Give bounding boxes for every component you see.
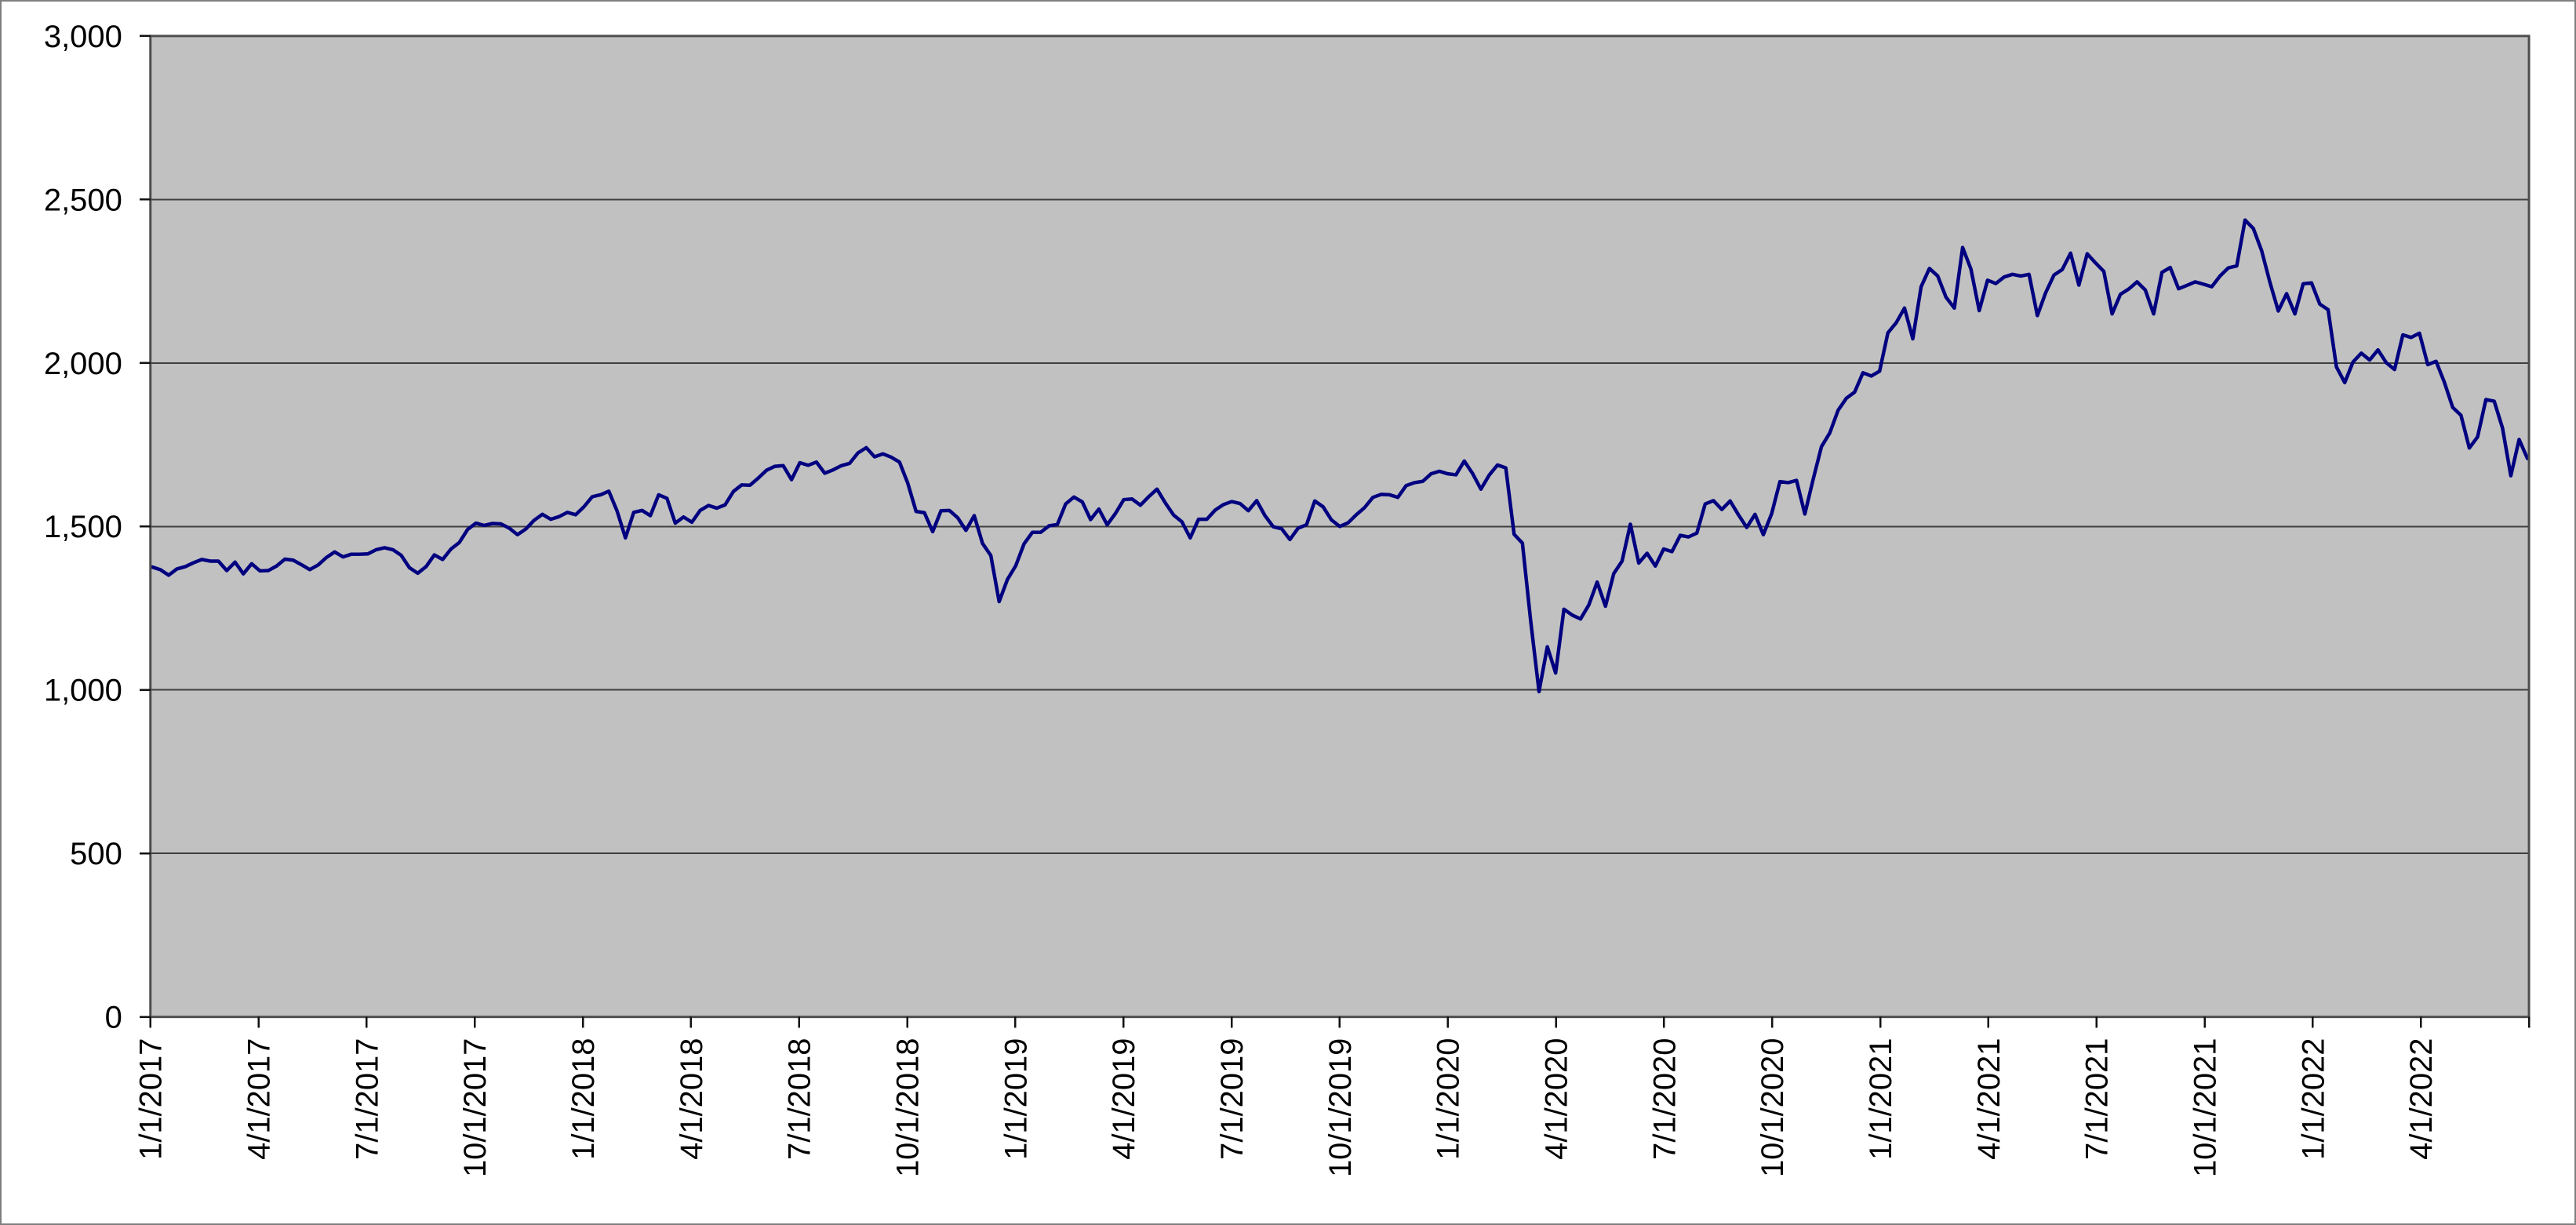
x-axis-ticks: [149, 1016, 2531, 1028]
x-axis-label: 1/1/2021: [1864, 1038, 1898, 1160]
x-axis-label: 1/1/2022: [2296, 1038, 2330, 1160]
y-axis-label: 3,000: [44, 20, 122, 54]
x-axis-label: 1/1/2018: [566, 1038, 601, 1160]
y-axis-label: 1,500: [44, 510, 122, 544]
x-axis-label: 1/1/2019: [999, 1038, 1033, 1160]
x-axis-label: 4/1/2021: [1972, 1038, 2007, 1160]
x-axis-label: 4/1/2019: [1107, 1038, 1141, 1160]
y-axis-label: 2,000: [44, 347, 122, 381]
price-line: [150, 218, 2530, 694]
x-axis-label: 4/1/2017: [242, 1038, 277, 1160]
x-axis-label: 1/1/2017: [134, 1038, 169, 1160]
x-axis-label: 10/1/2018: [891, 1038, 926, 1177]
y-axis-label: 500: [70, 837, 122, 871]
x-axis-labels: 1/1/2017 4/1/2017 7/1/2017 10/1/2017 1/1/201…: [134, 1038, 2439, 1177]
x-axis-label: 1/1/2020: [1432, 1038, 1466, 1160]
x-axis-label: 7/1/2020: [1647, 1038, 1682, 1160]
x-axis-label: 10/1/2017: [458, 1038, 493, 1177]
x-axis-label: 7/1/2017: [350, 1038, 384, 1160]
x-axis-label: 10/1/2020: [1756, 1038, 1790, 1177]
x-axis-label: 4/1/2018: [675, 1038, 709, 1160]
x-axis-label: 4/1/2022: [2404, 1038, 2439, 1160]
x-axis-label: 4/1/2020: [1540, 1038, 1574, 1160]
x-axis-label: 7/1/2018: [783, 1038, 817, 1160]
x-axis-label: 7/1/2019: [1215, 1038, 1250, 1160]
y-axis-label: 2,500: [44, 183, 122, 217]
x-axis-label: 10/1/2021: [2189, 1038, 2223, 1177]
x-axis-label: 7/1/2021: [2080, 1038, 2115, 1160]
y-axis-labels: 0 500 1,000 1,500 2,000 2,500 3,000: [44, 20, 122, 1035]
y-axis-label: 0: [105, 1001, 122, 1035]
y-axis-label: 1,000: [44, 674, 122, 708]
x-axis-label: 10/1/2019: [1323, 1038, 1358, 1177]
y-axis-ticks: [139, 35, 151, 1018]
